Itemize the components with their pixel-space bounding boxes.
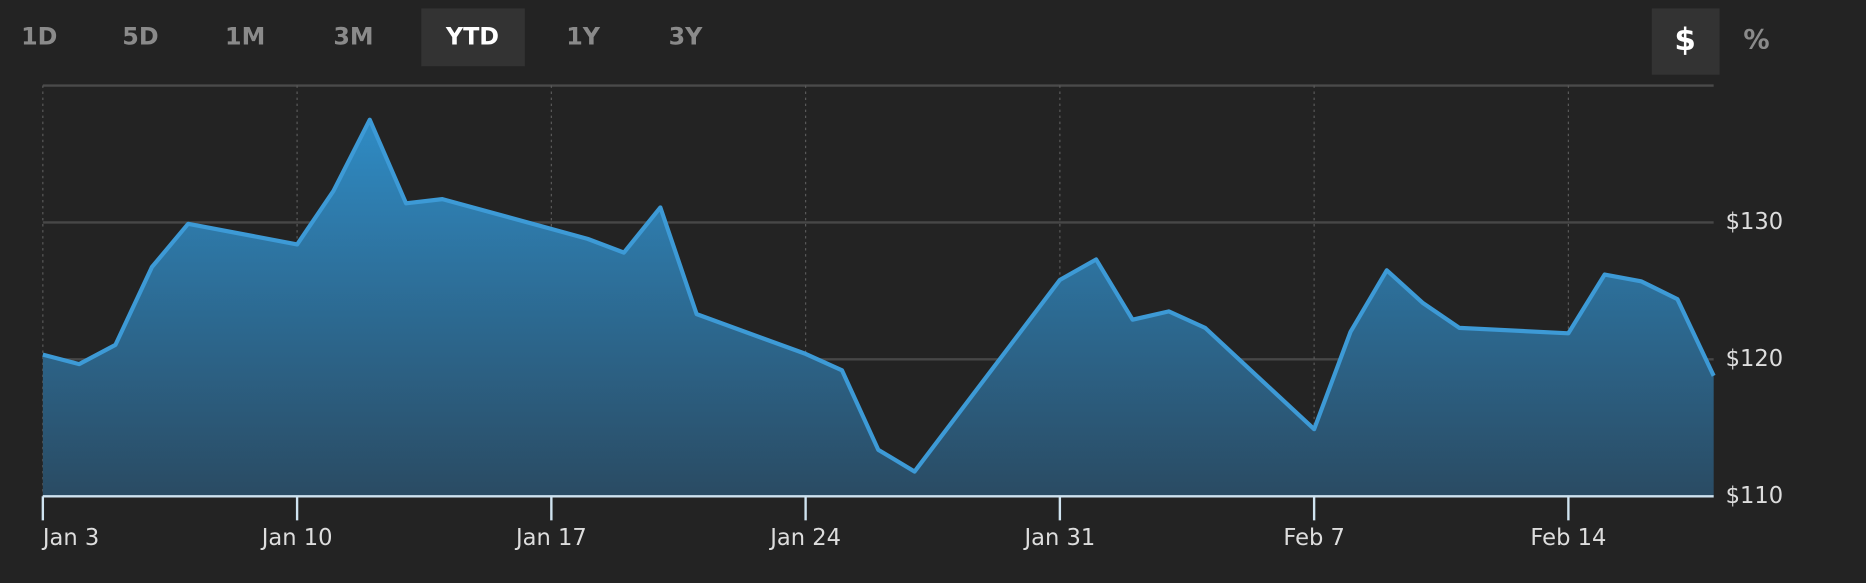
x-tick-label: Jan 10 [260, 525, 333, 551]
button-label: 1Y [566, 22, 600, 50]
button-label: 3M [333, 22, 373, 50]
mode-button[interactable]: $ [1651, 8, 1720, 75]
x-tick-label: Jan 3 [41, 525, 99, 551]
button-label: $ [1674, 22, 1696, 58]
button-label: 3Y [669, 22, 703, 50]
button-label: 1M [225, 22, 265, 50]
button-label: 5D [122, 22, 158, 50]
y-tick-label: $110 [1726, 483, 1784, 509]
button-label: 1D [21, 22, 57, 50]
x-tick-label: Feb 7 [1283, 525, 1345, 551]
button-label: % [1743, 25, 1769, 55]
area-fill [42, 119, 1714, 497]
button-bg [1651, 8, 1720, 75]
range-button[interactable]: 3M [302, 8, 406, 66]
mode-button[interactable]: % [1723, 8, 1791, 74]
button-label: YTD [445, 22, 499, 50]
x-tick-label: Jan 31 [1022, 525, 1095, 551]
range-button[interactable]: 1M [194, 8, 298, 66]
x-tick-label: Feb 14 [1530, 525, 1606, 551]
range-button[interactable]: 1Y [532, 8, 636, 66]
range-button[interactable]: 1D [0, 8, 92, 66]
range-button[interactable]: 3Y [634, 8, 738, 66]
price-line [42, 117, 1716, 474]
range-button[interactable]: YTD [421, 8, 525, 67]
y-tick-label: $130 [1726, 209, 1784, 235]
y-tick-label: $120 [1726, 346, 1784, 372]
range-button[interactable]: 5D [89, 8, 193, 66]
button-bg [421, 8, 525, 67]
x-tick-label: Jan 17 [514, 525, 587, 551]
x-tick-label: Jan 24 [768, 525, 841, 551]
